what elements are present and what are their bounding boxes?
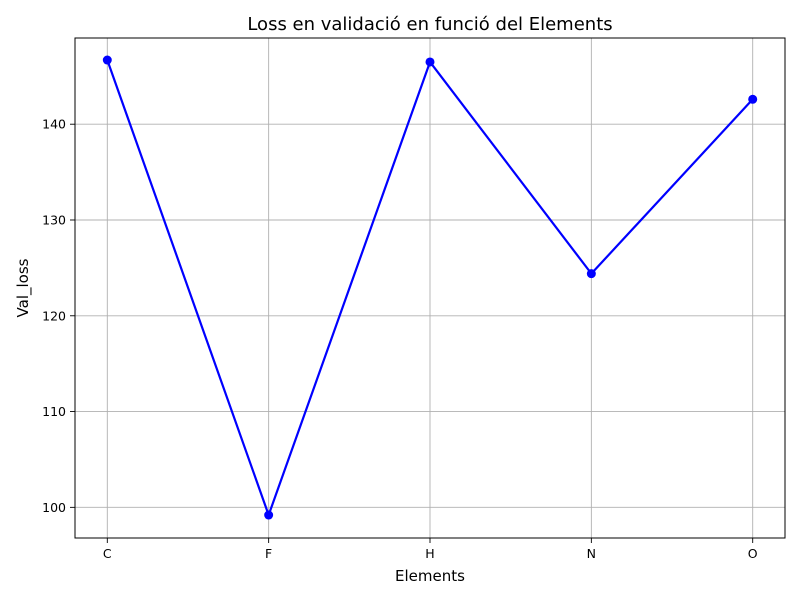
y-axis-ticks: 100 110 120 130 140	[42, 117, 75, 515]
data-point	[264, 510, 274, 520]
data-point	[586, 269, 596, 279]
y-tick-label: 100	[42, 500, 66, 515]
x-tick-label: C	[103, 546, 112, 561]
y-tick-label: 120	[42, 308, 66, 323]
x-tick-label: O	[748, 546, 758, 561]
data-point	[748, 94, 758, 104]
x-axis-label: Elements	[395, 567, 465, 585]
data-point	[425, 57, 435, 67]
x-tick-label: H	[425, 546, 434, 561]
data-point	[102, 55, 112, 65]
series-group	[102, 55, 758, 520]
x-tick-label: N	[587, 546, 596, 561]
y-tick-label: 110	[42, 404, 66, 419]
y-tick-label: 140	[42, 117, 66, 132]
chart-title: Loss en validació en funció del Elements	[247, 14, 612, 35]
y-axis-label: Val_loss	[14, 258, 33, 317]
grid	[75, 38, 785, 538]
x-tick-label: F	[265, 546, 272, 561]
y-tick-label: 130	[42, 212, 66, 227]
